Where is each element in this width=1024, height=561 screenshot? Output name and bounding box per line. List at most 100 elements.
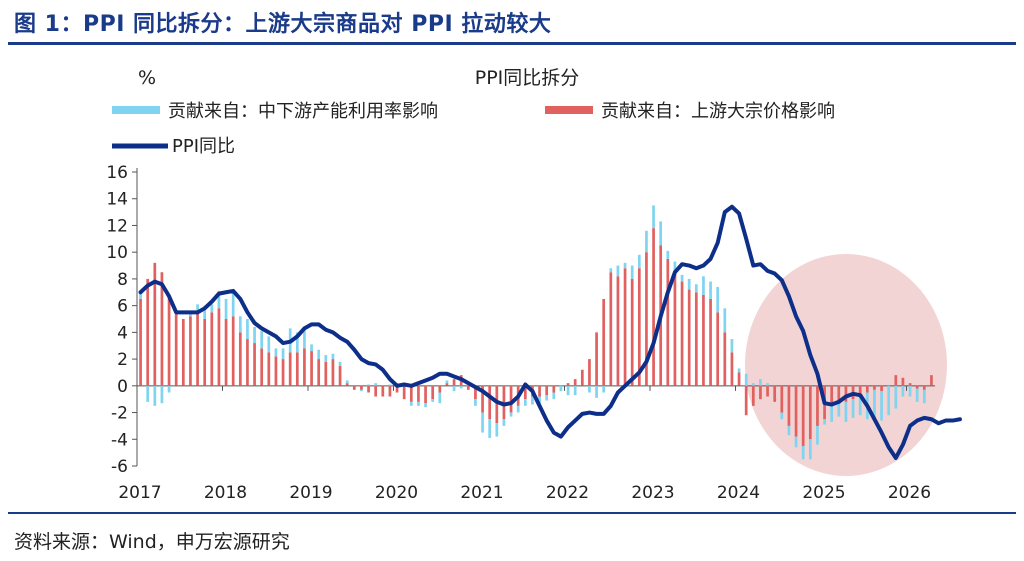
bar-downstream bbox=[716, 286, 720, 313]
bar-upstream bbox=[424, 385, 427, 404]
bar-upstream bbox=[189, 316, 192, 386]
bar-downstream bbox=[338, 361, 342, 366]
bar-upstream bbox=[360, 385, 363, 390]
bar-downstream bbox=[609, 268, 613, 273]
y-tick-label: 12 bbox=[106, 216, 128, 236]
bar-upstream bbox=[694, 292, 698, 386]
x-tick-label: 2023 bbox=[631, 483, 674, 503]
bar-upstream bbox=[908, 383, 912, 386]
bar-downstream bbox=[388, 384, 392, 386]
source-note: 资料来源：Wind，申万宏源研究 bbox=[14, 531, 290, 553]
y-tick-label: -2 bbox=[111, 404, 128, 424]
bar-downstream bbox=[545, 395, 549, 401]
bar-upstream bbox=[452, 379, 456, 386]
bar-downstream bbox=[295, 332, 299, 353]
bar-downstream bbox=[139, 292, 142, 299]
bar-downstream bbox=[873, 389, 876, 421]
bar-upstream bbox=[217, 308, 221, 386]
bar-downstream bbox=[438, 392, 442, 404]
title-rule bbox=[8, 42, 1016, 45]
bar-downstream bbox=[459, 385, 463, 389]
bar-upstream bbox=[723, 332, 727, 386]
bar-upstream bbox=[523, 385, 527, 400]
bar-upstream bbox=[445, 383, 449, 386]
bar-upstream bbox=[146, 278, 150, 386]
y-tick-label: 6 bbox=[117, 297, 128, 317]
bar-downstream bbox=[324, 355, 328, 362]
bar-downstream bbox=[858, 396, 862, 416]
bar-upstream bbox=[509, 385, 513, 413]
bar-upstream bbox=[402, 385, 406, 400]
bar-downstream bbox=[317, 349, 321, 360]
bar-downstream bbox=[224, 298, 228, 319]
bar-upstream bbox=[751, 385, 755, 406]
bar-downstream bbox=[160, 385, 164, 404]
bar-downstream bbox=[203, 305, 207, 319]
bar-downstream bbox=[908, 385, 912, 397]
bar-upstream bbox=[417, 385, 420, 402]
bar-downstream bbox=[516, 405, 520, 413]
bar-upstream bbox=[922, 385, 926, 390]
y-tick-label: 8 bbox=[117, 270, 128, 290]
bar-upstream bbox=[409, 385, 413, 402]
bar-upstream bbox=[274, 356, 278, 386]
x-tick-label: 2024 bbox=[717, 483, 760, 503]
bar-upstream bbox=[224, 319, 228, 386]
x-tick-label: 2020 bbox=[375, 483, 418, 503]
x-tick-label: 2026 bbox=[888, 483, 931, 503]
bar-downstream bbox=[680, 274, 684, 282]
bar-upstream bbox=[816, 385, 819, 426]
bar-upstream bbox=[324, 361, 328, 386]
bar-upstream bbox=[303, 348, 306, 386]
bar-downstream bbox=[823, 419, 826, 425]
bar-downstream bbox=[153, 385, 157, 406]
bar-upstream bbox=[167, 298, 171, 386]
bar-upstream bbox=[766, 385, 769, 397]
bar-upstream bbox=[174, 312, 178, 386]
bar-downstream bbox=[630, 265, 634, 279]
bar-downstream bbox=[189, 313, 192, 317]
bar-downstream bbox=[595, 385, 598, 398]
bar-upstream bbox=[374, 385, 378, 397]
highlight-circle bbox=[745, 254, 947, 476]
bar-upstream bbox=[367, 385, 370, 393]
bar-upstream bbox=[873, 385, 876, 390]
bar-upstream bbox=[666, 258, 670, 386]
bar-upstream bbox=[381, 385, 385, 397]
bar-downstream bbox=[424, 403, 427, 408]
bar-downstream bbox=[217, 290, 221, 309]
bar-downstream bbox=[730, 339, 734, 353]
bar-downstream bbox=[167, 385, 171, 393]
bar-upstream bbox=[652, 228, 655, 386]
bar-upstream bbox=[844, 385, 848, 402]
bar-upstream bbox=[787, 385, 791, 426]
bar-downstream bbox=[196, 304, 199, 313]
bar-downstream bbox=[331, 353, 335, 360]
bar-downstream bbox=[260, 331, 264, 349]
bar-upstream bbox=[759, 385, 762, 400]
bar-downstream bbox=[267, 336, 271, 353]
bar-downstream bbox=[559, 385, 563, 392]
bar-upstream bbox=[573, 379, 577, 386]
bar-upstream bbox=[687, 289, 691, 386]
bar-downstream bbox=[495, 423, 499, 437]
bar-upstream bbox=[794, 385, 798, 437]
bar-downstream bbox=[146, 385, 150, 402]
bar-upstream bbox=[317, 359, 321, 386]
bar-downstream bbox=[566, 385, 570, 396]
bar-downstream bbox=[702, 276, 705, 295]
bar-upstream bbox=[352, 385, 356, 390]
bar-downstream bbox=[588, 385, 591, 393]
bar-downstream bbox=[303, 327, 306, 349]
bar-upstream bbox=[295, 352, 299, 386]
y-tick-label: 2 bbox=[117, 350, 128, 370]
bar-downstream bbox=[922, 389, 926, 404]
bar-downstream bbox=[274, 348, 278, 357]
bar-upstream bbox=[801, 385, 805, 446]
bar-upstream bbox=[345, 383, 349, 386]
bar-downstream bbox=[751, 383, 755, 386]
bar-downstream bbox=[880, 391, 883, 421]
y-tick-label: -4 bbox=[111, 430, 128, 450]
y-unit-label: % bbox=[138, 67, 156, 89]
bar-upstream bbox=[730, 352, 734, 386]
